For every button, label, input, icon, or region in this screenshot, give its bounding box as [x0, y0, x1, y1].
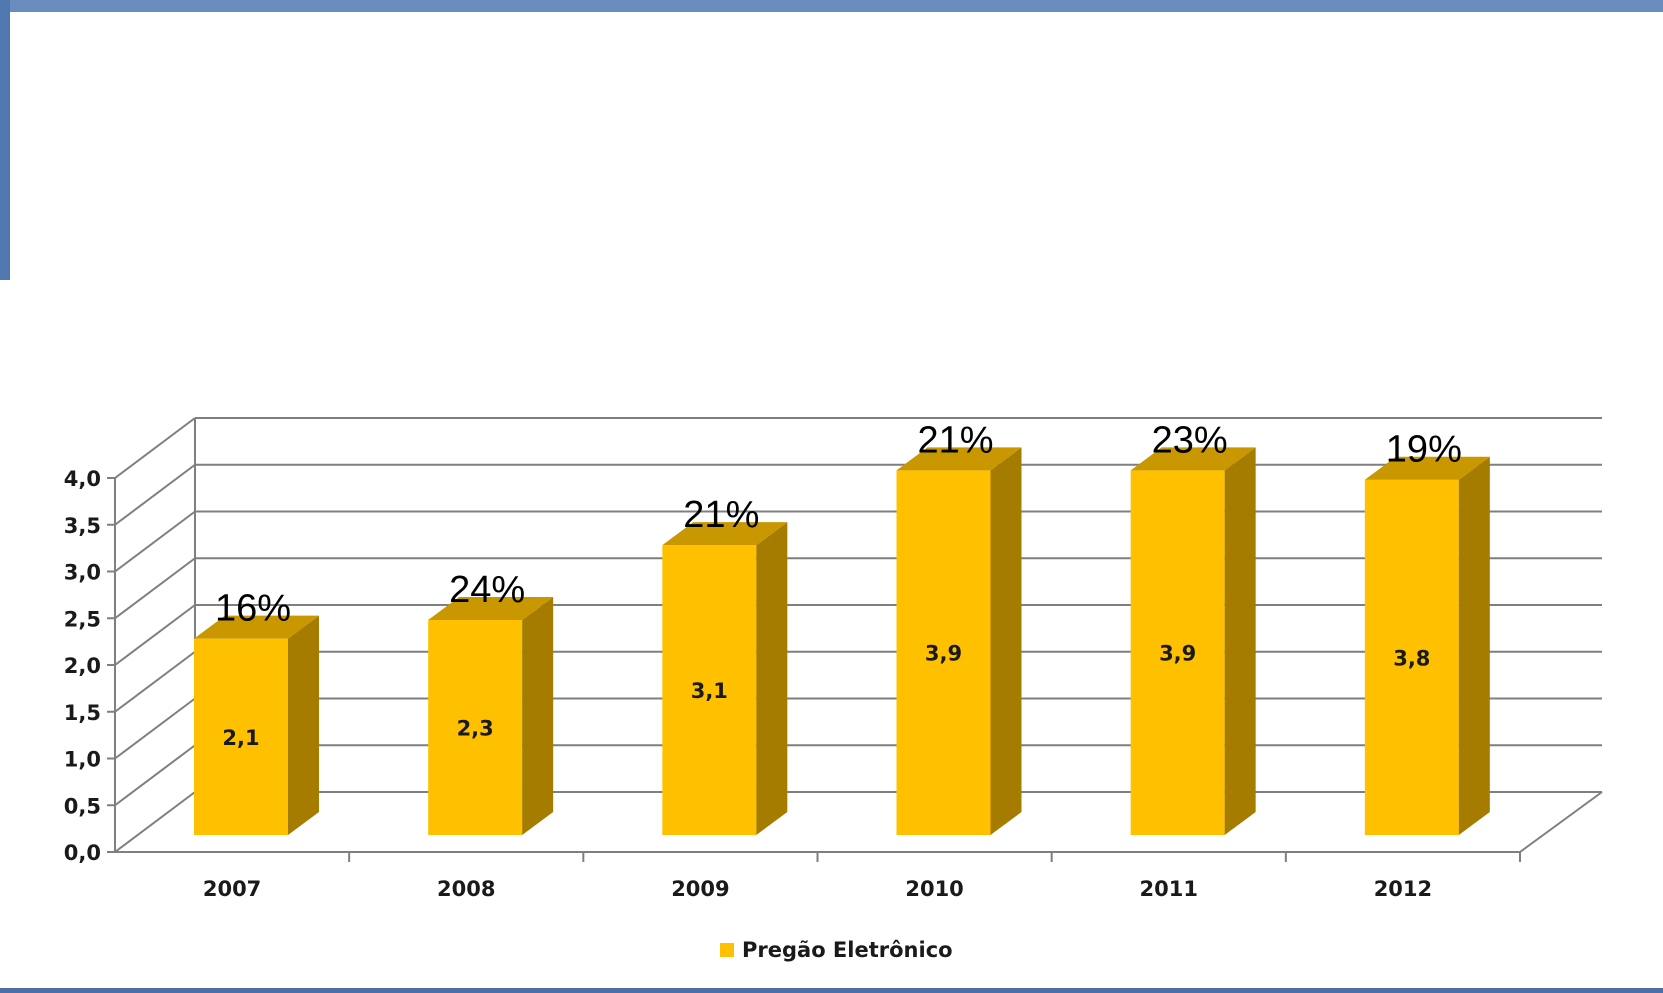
labels: 2,1 16% 2,3 24% 3,1 21% 3,9 21% 3,9 23% 3,8 19%	[215, 419, 1462, 749]
gridline-side	[114, 604, 196, 666]
gridline-side	[114, 697, 196, 760]
percent-label: 23%	[1152, 419, 1228, 461]
y-tick-label: 2,5	[64, 607, 101, 631]
bar-side	[1458, 456, 1490, 835]
x-tick-label: 2008	[437, 877, 495, 901]
percent-label: 19%	[1386, 429, 1462, 471]
bar-side	[990, 447, 1022, 835]
bar	[1364, 479, 1459, 835]
bar-side	[756, 522, 788, 835]
x-tick-label: 2011	[1140, 877, 1198, 901]
gridline-side	[114, 510, 196, 573]
data-label: 3,8	[1393, 646, 1430, 670]
bar-top	[662, 522, 788, 546]
bar	[428, 619, 523, 835]
legend-swatch	[720, 943, 734, 957]
floor-right-edge	[1519, 791, 1603, 853]
gridline-side	[114, 557, 196, 620]
legend: Pregão Eletrônico	[720, 938, 953, 962]
gridline-side	[114, 744, 196, 807]
gridline-side	[114, 791, 196, 853]
gridline-side	[114, 463, 196, 526]
data-label: 3,9	[925, 642, 962, 666]
data-label: 2,3	[457, 716, 494, 740]
y-tick-label: 2,0	[64, 654, 101, 678]
axes: 0,0 0,5 1,0 1,5 2,0 2,5 3,0 3,5 4,0 2007 2008 2009 2…	[64, 467, 1603, 901]
bar	[194, 638, 288, 835]
bar-side	[522, 596, 554, 835]
frame-top-border	[0, 0, 1663, 12]
y-tick-label: 3,0	[64, 561, 101, 585]
bar-top	[1364, 456, 1490, 480]
bar-side	[1224, 447, 1256, 835]
bars	[194, 447, 1490, 835]
data-label: 3,1	[691, 679, 728, 703]
y-tick-label: 4,0	[64, 467, 101, 491]
percent-label: 21%	[917, 419, 993, 461]
bar-top	[896, 447, 1022, 471]
bar	[662, 545, 757, 835]
bar	[896, 470, 991, 835]
x-tick-label: 2009	[671, 877, 729, 901]
y-tick-label: 0,0	[64, 841, 101, 865]
bar-top	[1130, 447, 1256, 471]
bar-side	[288, 615, 319, 835]
y-tick-label: 3,5	[64, 514, 101, 538]
percent-label: 16%	[215, 588, 291, 630]
y-tick-label: 0,5	[64, 794, 101, 818]
bar-top	[428, 596, 554, 620]
x-tick-label: 2007	[203, 877, 261, 901]
gridline-side	[114, 650, 196, 713]
bar	[1130, 470, 1225, 835]
legend-label: Pregão Eletrônico	[742, 938, 953, 962]
y-tick-label: 1,0	[64, 748, 101, 772]
gridline-side	[114, 417, 196, 479]
frame-left-border	[0, 0, 10, 280]
bar-top	[194, 615, 319, 639]
x-tick-label: 2010	[905, 877, 963, 901]
data-label: 2,1	[222, 726, 259, 750]
data-label: 3,9	[1159, 642, 1196, 666]
x-tick-label: 2012	[1374, 877, 1432, 901]
frame-bottom-border	[0, 988, 1663, 993]
percent-label: 21%	[683, 494, 759, 536]
percent-label: 24%	[449, 569, 525, 611]
y-tick-label: 1,5	[64, 701, 101, 725]
